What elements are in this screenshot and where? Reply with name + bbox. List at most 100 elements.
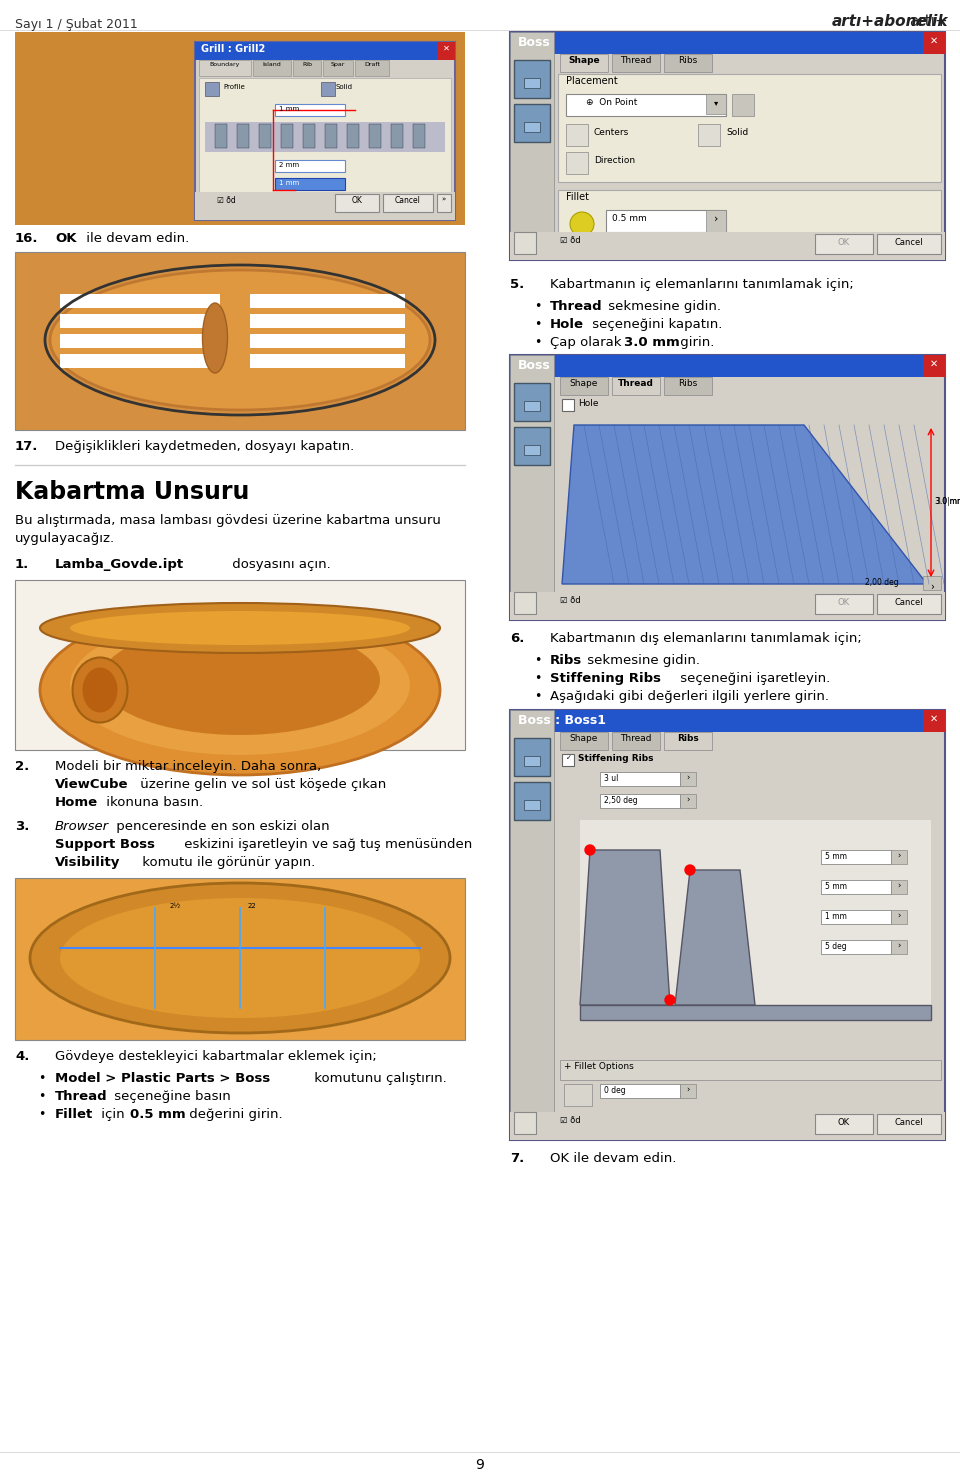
Bar: [580, 1005, 931, 1020]
Bar: [524, 799, 540, 810]
Bar: [877, 234, 941, 255]
Text: 7.: 7.: [510, 1153, 524, 1164]
Text: Modeli bir miktar inceleyin. Daha sonra,: Modeli bir miktar inceleyin. Daha sonra,: [55, 760, 325, 773]
Text: 3.0 mm: 3.0 mm: [624, 336, 680, 349]
Text: Kabartmanın dış elemanlarını tanımlamak için;: Kabartmanın dış elemanlarını tanımlamak …: [550, 631, 862, 645]
Text: seçeneğine basın: seçeneğine basın: [110, 1089, 230, 1103]
Text: sekmesine gidin.: sekmesine gidin.: [604, 300, 721, 314]
Bar: [275, 160, 345, 172]
Bar: [680, 1083, 696, 1098]
Bar: [923, 32, 945, 54]
Ellipse shape: [203, 303, 228, 372]
Text: Fillet: Fillet: [55, 1108, 93, 1122]
Text: Kabartmanın iç elemanlarını tanımlamak için;: Kabartmanın iç elemanlarını tanımlamak i…: [550, 278, 853, 291]
Text: 4.: 4.: [15, 1050, 30, 1063]
Bar: [205, 82, 219, 96]
Text: 2 mm: 2 mm: [279, 162, 300, 168]
Text: 0.5 mm: 0.5 mm: [612, 213, 647, 222]
Bar: [60, 353, 220, 368]
Bar: [347, 124, 359, 149]
Bar: [664, 54, 712, 72]
Text: 2,00 deg: 2,00 deg: [865, 578, 899, 587]
Bar: [821, 849, 891, 864]
Text: •: •: [534, 300, 541, 314]
Bar: [732, 94, 754, 116]
Bar: [369, 124, 381, 149]
Bar: [680, 771, 696, 786]
Bar: [237, 124, 249, 149]
Text: Shape: Shape: [570, 735, 598, 743]
Bar: [510, 1111, 945, 1139]
Text: Thread: Thread: [618, 378, 654, 389]
Text: Rib: Rib: [302, 62, 312, 68]
Bar: [514, 1111, 536, 1133]
Bar: [560, 377, 608, 394]
Ellipse shape: [50, 269, 430, 411]
Text: 3.: 3.: [15, 820, 30, 833]
Text: Cancel: Cancel: [396, 196, 420, 205]
Bar: [514, 737, 550, 776]
Text: Ribs: Ribs: [677, 735, 699, 743]
Text: ▾: ▾: [714, 99, 718, 107]
Bar: [815, 1114, 873, 1133]
Bar: [600, 771, 680, 786]
Polygon shape: [562, 425, 927, 584]
Bar: [566, 94, 726, 116]
Text: ›: ›: [714, 213, 718, 224]
Circle shape: [685, 866, 695, 874]
Text: ikonuna basın.: ikonuna basın.: [102, 796, 204, 810]
Text: Profile: Profile: [223, 84, 245, 90]
Bar: [250, 334, 405, 347]
Text: ›: ›: [686, 796, 689, 805]
Circle shape: [665, 995, 675, 1005]
Bar: [698, 124, 720, 146]
Text: Bu alıştırmada, masa lambası gövdesi üzerine kabartma unsuru: Bu alıştırmada, masa lambası gövdesi üze…: [15, 514, 441, 527]
Text: Çap olarak: Çap olarak: [550, 336, 626, 349]
Text: 0.5 mm: 0.5 mm: [130, 1108, 185, 1122]
Text: •: •: [534, 673, 541, 684]
Text: Centers: Centers: [594, 128, 629, 137]
Bar: [923, 355, 945, 377]
Bar: [877, 1114, 941, 1133]
Bar: [303, 124, 315, 149]
Text: Grill : Grill2: Grill : Grill2: [201, 44, 265, 54]
Bar: [612, 377, 660, 394]
Text: seçeneğini kapatın.: seçeneğini kapatın.: [588, 318, 722, 331]
Bar: [821, 910, 891, 924]
Text: Stiffening Ribs: Stiffening Ribs: [550, 673, 661, 684]
Bar: [706, 210, 726, 233]
Text: ✕: ✕: [930, 714, 938, 724]
Bar: [680, 793, 696, 808]
Text: sekmesine gidin.: sekmesine gidin.: [583, 654, 700, 667]
Text: ✕: ✕: [443, 44, 449, 53]
Text: 3 ul: 3 ul: [604, 774, 618, 783]
Text: ›: ›: [898, 913, 900, 921]
Bar: [215, 124, 227, 149]
Text: OK ile devam edin.: OK ile devam edin.: [550, 1153, 677, 1164]
Text: eskizini işaretleyin ve sağ tuş menüsünden: eskizini işaretleyin ve sağ tuş menüsünd…: [180, 838, 476, 851]
Bar: [562, 399, 574, 411]
Text: 3.0 mm: 3.0 mm: [935, 498, 960, 506]
Bar: [524, 400, 540, 411]
Text: Kabartma Unsuru: Kabartma Unsuru: [15, 480, 250, 503]
Text: OK: OK: [838, 598, 850, 606]
Text: Visibility: Visibility: [55, 857, 120, 868]
Text: 1 mm: 1 mm: [279, 106, 300, 112]
Text: ☑ ðd: ☑ ðd: [560, 236, 581, 244]
Text: Hole: Hole: [578, 399, 598, 408]
Bar: [60, 314, 220, 328]
Bar: [566, 124, 588, 146]
Bar: [558, 190, 941, 247]
Bar: [437, 43, 455, 60]
Text: Solid: Solid: [726, 128, 748, 137]
Bar: [510, 710, 945, 1139]
Text: 2.: 2.: [15, 760, 29, 773]
Text: seçeneğini işaretleyin.: seçeneğini işaretleyin.: [676, 673, 830, 684]
Text: dosyasını açın.: dosyasını açın.: [228, 558, 331, 571]
Text: Ribs: Ribs: [550, 654, 583, 667]
Ellipse shape: [40, 605, 440, 774]
Ellipse shape: [60, 898, 420, 1019]
Text: üzerine gelin ve sol üst köşede çıkan: üzerine gelin ve sol üst köşede çıkan: [136, 779, 391, 790]
Text: Ribs: Ribs: [679, 56, 698, 65]
Text: Stiffening Ribs: Stiffening Ribs: [578, 754, 654, 762]
